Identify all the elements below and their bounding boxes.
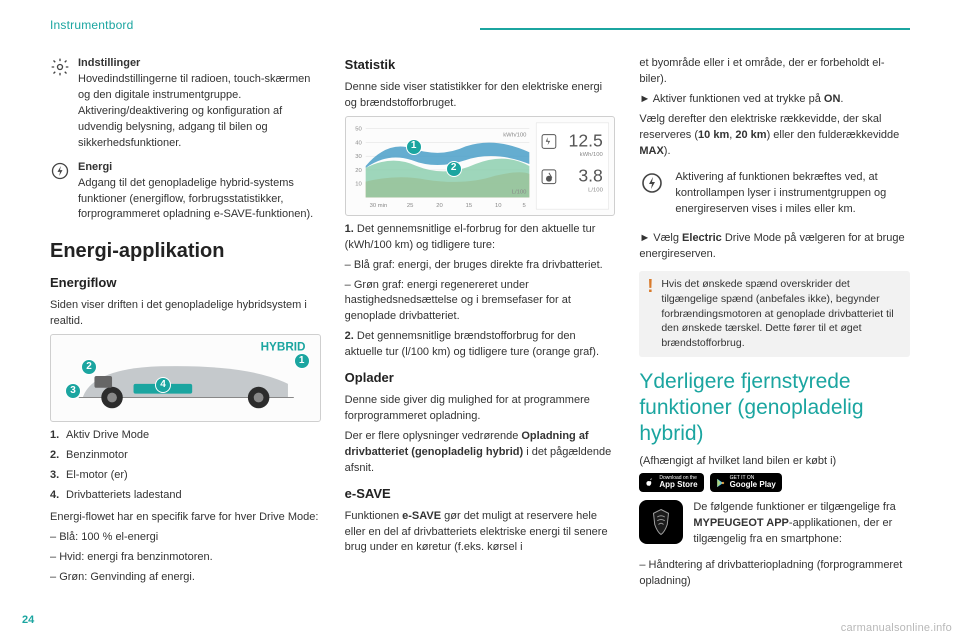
diagram-badge-4: 4 bbox=[155, 377, 171, 393]
heading-energyflow: Energiflow bbox=[50, 274, 321, 293]
oplader-text-1: Denne side giver dig mulighed for at pro… bbox=[345, 393, 616, 425]
svg-text:15: 15 bbox=[465, 203, 472, 209]
legend-num-1: 1. bbox=[50, 428, 66, 444]
energi-label: Energi bbox=[78, 161, 112, 173]
note-text: Aktivering af funktionen bekræftes ved, … bbox=[675, 170, 910, 218]
svg-text:20: 20 bbox=[436, 203, 443, 209]
header-rule bbox=[480, 28, 910, 30]
diagram-badge-2: 2 bbox=[81, 359, 97, 375]
svg-text:25: 25 bbox=[407, 203, 414, 209]
column-1: Indstillinger Hovedindstillingerne til r… bbox=[50, 56, 321, 594]
page-number: 24 bbox=[22, 614, 34, 626]
energyflow-intro: Siden viser driften i det genopladelige … bbox=[50, 298, 321, 330]
heading-esave: e-SAVE bbox=[345, 485, 616, 504]
flow-item-3: Grøn: Genvinding af energi. bbox=[50, 570, 321, 586]
indstillinger-label: Indstillinger bbox=[78, 57, 140, 69]
step3a: Vælg bbox=[653, 232, 682, 244]
legend-num-2: 2. bbox=[50, 448, 66, 464]
step1c: . bbox=[840, 93, 843, 105]
energyflow-diagram: HYBRID 1 2 3 4 bbox=[50, 334, 321, 422]
appstore-badge: Download on theApp Store bbox=[639, 473, 703, 492]
svg-text:3.8: 3.8 bbox=[578, 165, 603, 185]
hybrid-label: HYBRID bbox=[261, 341, 306, 354]
legend-num-3: 3. bbox=[50, 468, 66, 484]
appstore-label: App Store bbox=[659, 481, 697, 489]
diagram-badge-1: 1 bbox=[294, 353, 310, 369]
column-3: et byområde eller i et område, der er fo… bbox=[639, 56, 910, 594]
legend-text-1: Aktiv Drive Mode bbox=[66, 429, 149, 441]
content-columns: Indstillinger Hovedindstillingerne til r… bbox=[50, 56, 910, 594]
step2e: ) eller den fulderækkevidde bbox=[767, 129, 900, 141]
stat-num-2: 2. bbox=[345, 330, 354, 342]
stat-sub-2: Grøn graf: energi regenereret under hast… bbox=[345, 278, 616, 326]
chart-badge-1: 1 bbox=[406, 139, 422, 155]
googleplay-badge: GET IT ONGoogle Play bbox=[710, 473, 782, 492]
step2g: ). bbox=[664, 145, 671, 157]
col3-cont: et byområde eller i et område, der er fo… bbox=[639, 56, 910, 88]
esave-text-1b: e-SAVE bbox=[402, 510, 441, 522]
svg-text:10: 10 bbox=[355, 181, 362, 187]
heading-energy-app: Energi-applikation bbox=[50, 237, 321, 266]
svg-text:10: 10 bbox=[495, 203, 502, 209]
diagram-badge-3: 3 bbox=[65, 383, 81, 399]
exclamation-icon: ! bbox=[647, 277, 653, 295]
legend-text-3: El-motor (er) bbox=[66, 469, 128, 481]
svg-text:5: 5 bbox=[522, 203, 526, 209]
app-text-1: De følgende funktioner er tilgængelige f… bbox=[693, 501, 895, 513]
legend-text-4: Drivbatteriets ladestand bbox=[66, 489, 182, 501]
legend-num-4: 4. bbox=[50, 488, 66, 504]
column-2: Statistik Denne side viser statistikker … bbox=[345, 56, 616, 594]
gear-icon bbox=[50, 57, 70, 77]
heading-remote: Yderligere fjernstyrede funktioner (geno… bbox=[639, 369, 910, 448]
heading-statistik: Statistik bbox=[345, 56, 616, 75]
app-text-1b: MYPEUGEOT APP bbox=[693, 517, 789, 529]
svg-text:20: 20 bbox=[355, 168, 362, 174]
step2b: 10 km bbox=[698, 129, 729, 141]
bolt-circle-icon bbox=[639, 170, 665, 196]
warning-box: ! Hvis det ønskede spænd overskrider det… bbox=[639, 271, 910, 356]
chart-badge-2: 2 bbox=[446, 161, 462, 177]
stat-text-1: Det gennemsnitlige el-forbrug for den ak… bbox=[345, 223, 596, 251]
step3b: Electric bbox=[682, 232, 722, 244]
oplader-text-2a: Der er flere oplysninger vedrørende bbox=[345, 430, 522, 442]
bolt-circle-icon bbox=[50, 161, 70, 181]
flow-intro: Energi-flowet har en specifik farve for … bbox=[50, 510, 321, 526]
svg-text:L/100: L/100 bbox=[511, 189, 526, 195]
svg-text:30: 30 bbox=[355, 154, 362, 160]
app-item-1: Håndtering af drivbatteriopladning (forp… bbox=[639, 558, 910, 590]
peugeot-app-icon bbox=[639, 500, 683, 544]
flow-item-1: Blå: 100 % el-energi bbox=[50, 530, 321, 546]
flow-item-2: Hvid: energi fra benzinmotoren. bbox=[50, 550, 321, 566]
esave-text-1a: Funktionen bbox=[345, 510, 402, 522]
step1b: ON bbox=[824, 93, 841, 105]
svg-text:12.5: 12.5 bbox=[568, 130, 603, 150]
watermark: carmanualsonline.info bbox=[841, 622, 952, 634]
heading-oplader: Oplader bbox=[345, 369, 616, 388]
svg-text:40: 40 bbox=[355, 140, 362, 146]
step2d: 20 km bbox=[735, 129, 766, 141]
stat-text-2: Det gennemsnitlige brændstofforbrug for … bbox=[345, 330, 599, 358]
step2f: MAX bbox=[639, 145, 663, 157]
stat-num-1: 1. bbox=[345, 223, 354, 235]
svg-text:kWh/100: kWh/100 bbox=[503, 132, 527, 138]
svg-text:kWh/100: kWh/100 bbox=[579, 152, 603, 158]
svg-text:50: 50 bbox=[355, 126, 362, 132]
statistics-chart: 50 40 30 20 10 bbox=[345, 116, 616, 216]
stat-sub-1: Blå graf: energi, der bruges direkte fra… bbox=[345, 258, 616, 274]
remote-sub: (Afhængigt af hvilket land bilen er købt… bbox=[639, 454, 910, 470]
step1a: Aktiver funktionen ved at trykke på bbox=[653, 93, 824, 105]
energi-text: Adgang til det genopladelige hybrid-syst… bbox=[78, 177, 313, 221]
svg-text:L/100: L/100 bbox=[588, 187, 603, 193]
legend-text-2: Benzinmotor bbox=[66, 449, 128, 461]
play-label: Google Play bbox=[730, 481, 776, 489]
statistik-intro: Denne side viser statistikker for den el… bbox=[345, 80, 616, 112]
svg-text:30 min: 30 min bbox=[369, 203, 387, 209]
indstillinger-text: Hovedindstillingerne til radioen, touch-… bbox=[78, 73, 310, 149]
warning-text: Hvis det ønskede spænd overskrider det t… bbox=[661, 277, 902, 350]
